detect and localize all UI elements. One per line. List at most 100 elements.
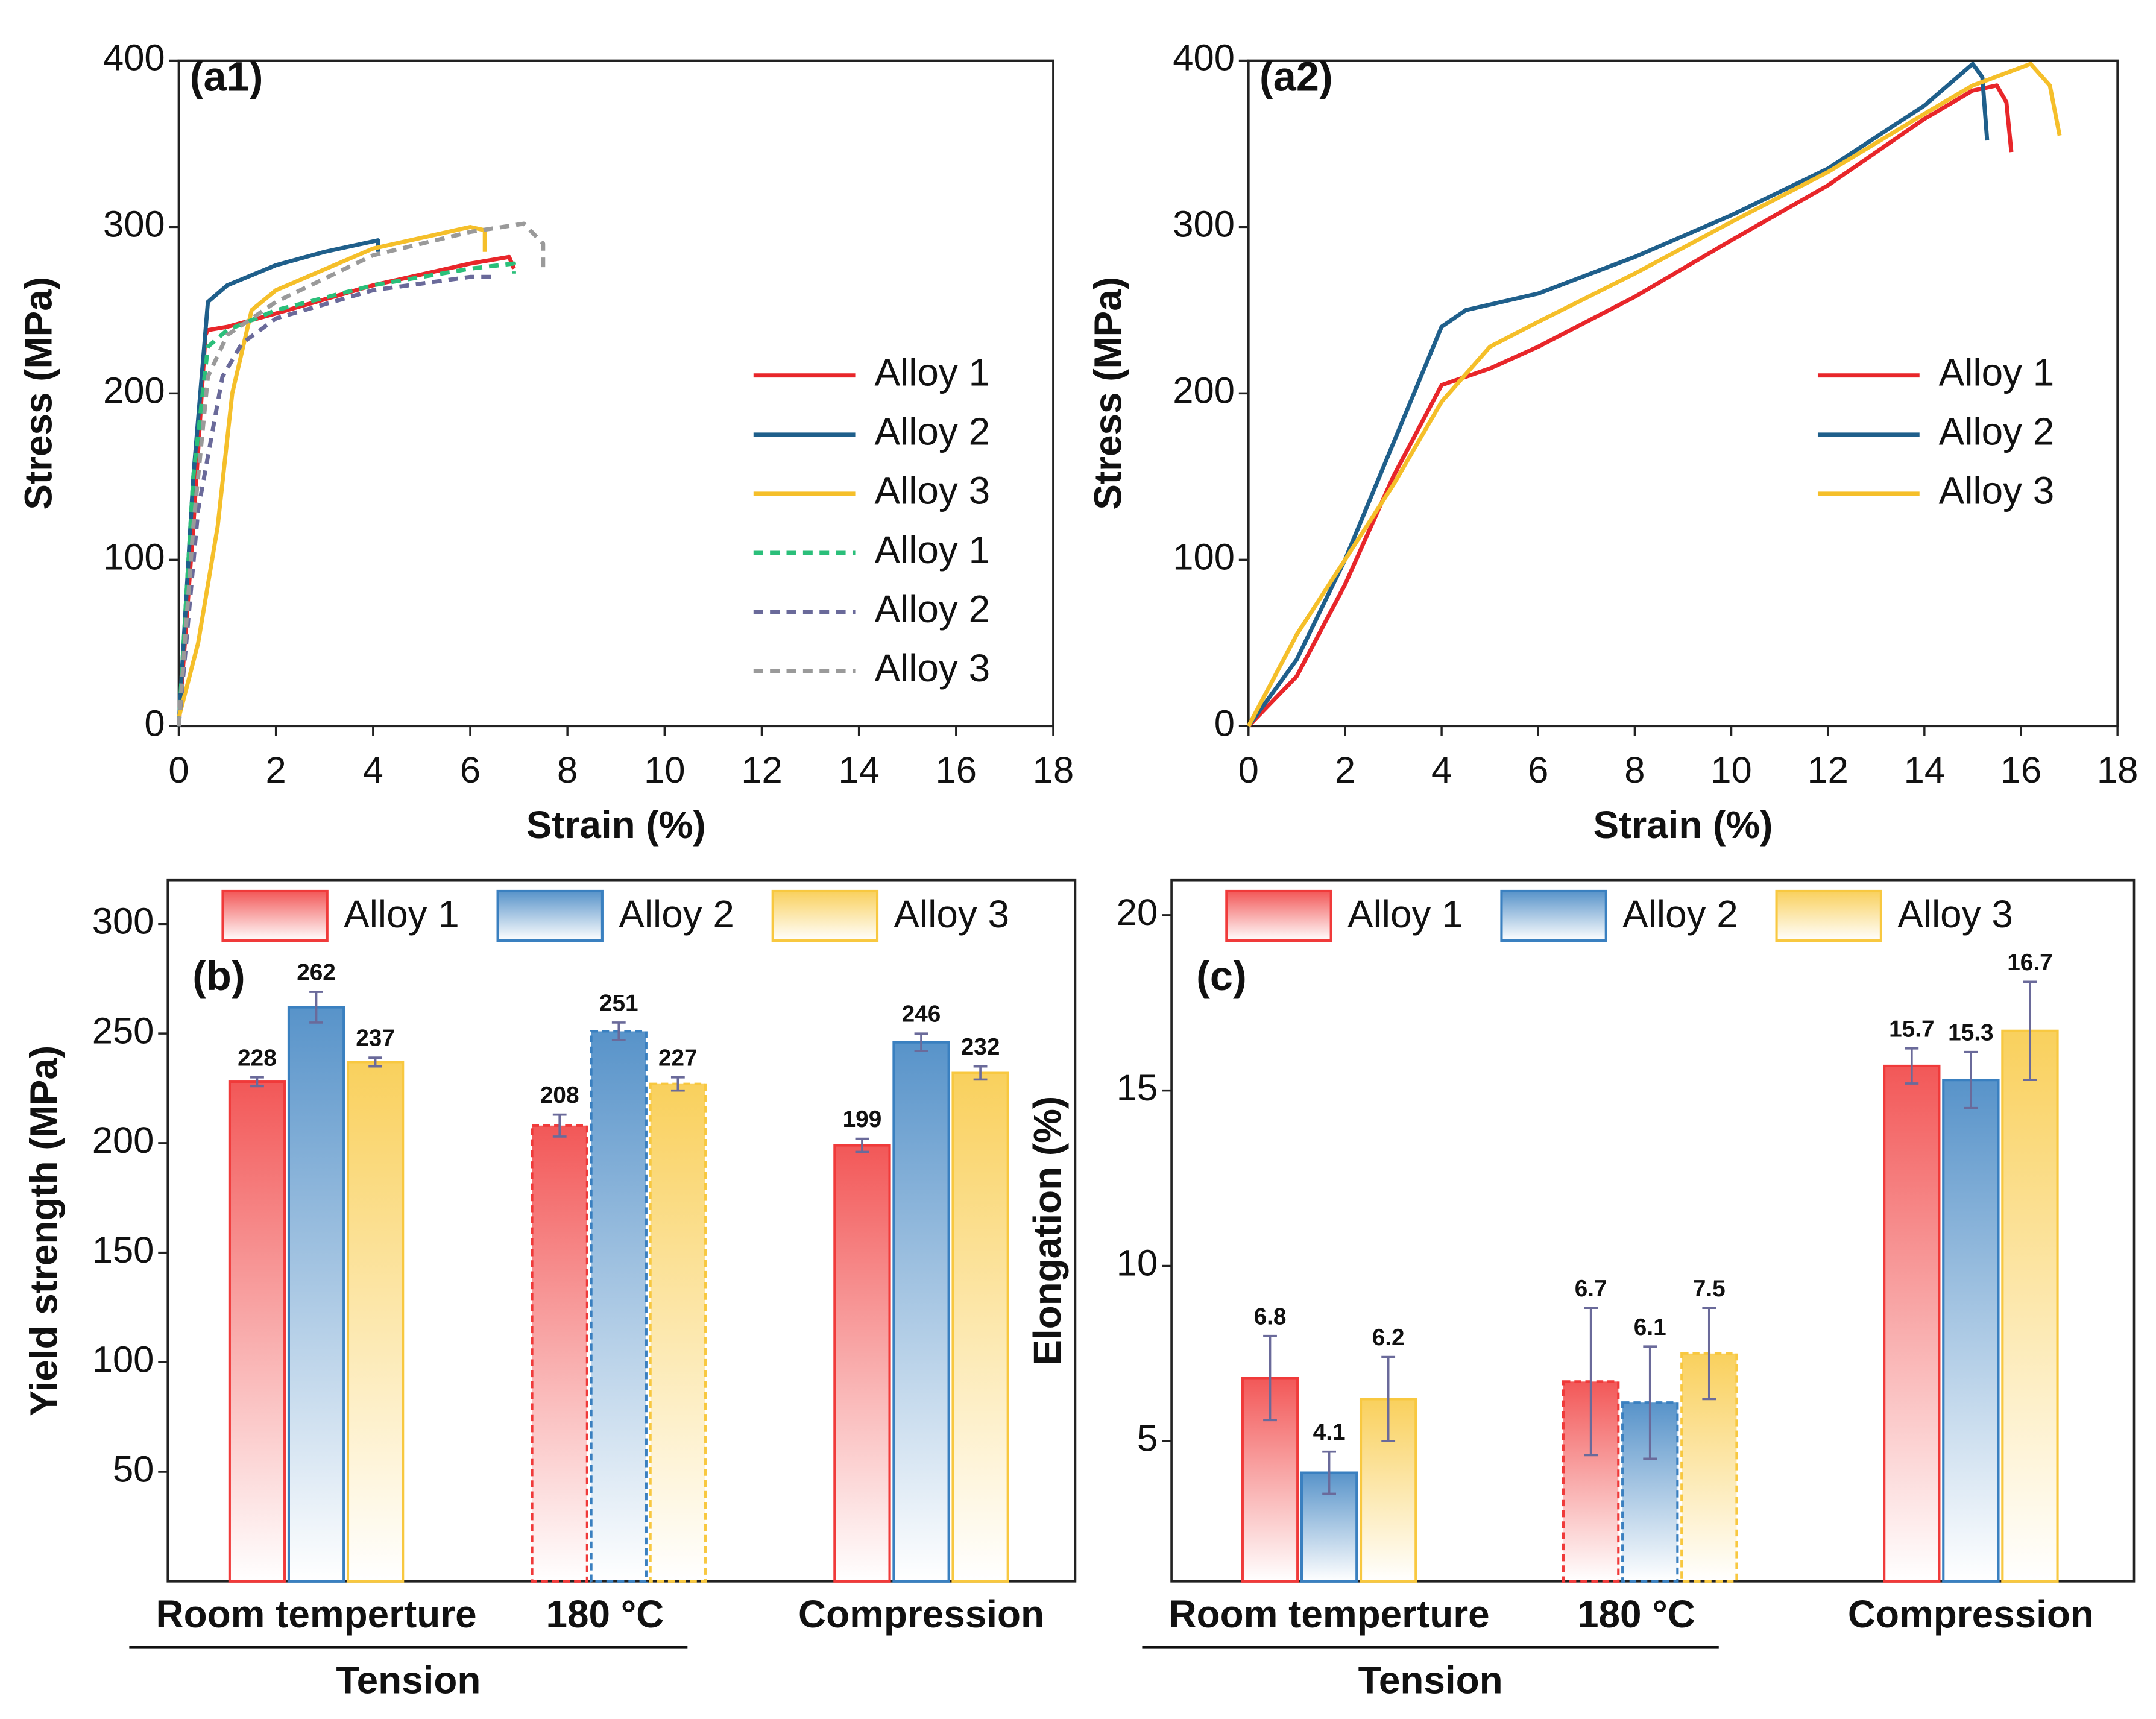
y-tick-label: 0 — [1214, 703, 1235, 745]
error-bar — [914, 1032, 928, 1053]
x-tick-label: 10 — [1710, 749, 1751, 791]
error-bar — [973, 1065, 988, 1081]
bar — [346, 1061, 405, 1583]
x-tick-label: 6 — [460, 749, 481, 791]
line-series — [177, 221, 546, 727]
legend-label: Alloy 1 — [1939, 351, 2055, 394]
y-tick-label: 50 — [113, 1448, 154, 1490]
line-series — [1246, 62, 2062, 727]
error-bar — [250, 1076, 264, 1088]
error-bar — [552, 1113, 567, 1138]
bar — [951, 1071, 1009, 1583]
legend-label: Alloy 3 — [894, 892, 1009, 936]
data-label: 16.7 — [2007, 950, 2052, 976]
error-bar — [368, 1056, 383, 1068]
data-label: 6.2 — [1372, 1325, 1405, 1351]
x-tick-label: 4 — [363, 749, 383, 791]
legend-label: Alloy 2 — [1939, 410, 2055, 453]
bar — [892, 1041, 950, 1583]
legend-label: Alloy 1 — [874, 528, 990, 572]
x-tick-label: 18 — [1033, 749, 1074, 791]
line-series — [177, 238, 380, 727]
bar — [287, 1006, 345, 1583]
legend-swatch — [1775, 889, 1882, 942]
data-label: 251 — [599, 991, 638, 1017]
legend-swatch — [496, 889, 604, 942]
data-label: 15.3 — [1948, 1020, 1993, 1046]
error-bar — [1905, 1047, 1919, 1085]
data-label: 7.5 — [1693, 1276, 1726, 1302]
data-label: 199 — [843, 1106, 882, 1132]
y-tick-label: 400 — [1173, 37, 1235, 79]
y-tick-label: 300 — [103, 204, 165, 245]
y-tick-label: 5 — [1137, 1418, 1158, 1459]
panel-label: (a2) — [1259, 54, 1333, 99]
legend-label: Alloy 2 — [874, 587, 990, 631]
y-tick-label: 200 — [1173, 370, 1235, 412]
y-axis-label: Stress (MPa) — [1086, 277, 1130, 510]
line-series — [177, 274, 495, 727]
data-label: 208 — [540, 1082, 579, 1108]
y-tick-label: 150 — [92, 1229, 154, 1271]
error-bar — [855, 1137, 869, 1153]
x-tick-label: 4 — [1431, 749, 1452, 791]
legend-swatch — [771, 889, 879, 942]
panel-label: (b) — [192, 953, 245, 999]
bar — [1883, 1064, 1941, 1583]
bar — [590, 1030, 648, 1583]
legend-swatch — [1500, 889, 1607, 942]
y-tick-label: 250 — [92, 1010, 154, 1052]
error-bar — [670, 1076, 685, 1092]
legend-swatch — [221, 889, 329, 942]
y-tick-label: 100 — [1173, 537, 1235, 578]
x-tick-label: 180 °C — [546, 1592, 664, 1636]
line-series — [177, 224, 487, 719]
y-axis-label: Stress (MPa) — [16, 277, 60, 510]
x-tick-label: Room temperture — [156, 1592, 476, 1636]
x-axis-label: Strain (%) — [526, 803, 706, 847]
legend-label: Alloy 2 — [1622, 892, 1738, 936]
x-tick-label: Compression — [1848, 1592, 2094, 1636]
y-tick-label: 200 — [92, 1120, 154, 1161]
data-label: 237 — [356, 1026, 395, 1052]
data-label: 6.8 — [1254, 1304, 1287, 1329]
group-label: Tension — [336, 1658, 481, 1702]
data-label: 4.1 — [1313, 1419, 1346, 1445]
line-series — [1247, 83, 2014, 728]
data-label: 232 — [961, 1034, 1000, 1060]
x-tick-label: Compression — [798, 1592, 1044, 1636]
x-tick-label: 10 — [644, 749, 685, 791]
legend-label: Alloy 2 — [619, 892, 734, 936]
legend-label: Alloy 2 — [874, 410, 990, 453]
data-label: 6.7 — [1575, 1276, 1607, 1302]
legend-label: Alloy 3 — [1897, 892, 2013, 936]
group-label: Tension — [1358, 1658, 1503, 1702]
x-tick-label: 6 — [1528, 749, 1548, 791]
bar — [228, 1080, 286, 1583]
x-tick-label: 8 — [557, 749, 578, 791]
line-series — [1247, 62, 1990, 728]
x-tick-label: 180 °C — [1577, 1592, 1695, 1636]
y-tick-label: 400 — [103, 37, 165, 79]
bar — [833, 1144, 891, 1583]
error-bar — [1964, 1050, 1978, 1109]
y-tick-label: 20 — [1117, 892, 1158, 933]
error-bar — [1584, 1307, 1598, 1457]
x-tick-label: 14 — [1904, 749, 1945, 791]
x-tick-label: 16 — [2000, 749, 2041, 791]
legend-swatch — [1225, 889, 1332, 942]
x-tick-label: 0 — [168, 749, 189, 791]
data-label: 15.7 — [1889, 1016, 1934, 1042]
y-tick-label: 300 — [1173, 204, 1235, 245]
legend-label: Alloy 3 — [874, 469, 990, 513]
y-tick-label: 10 — [1117, 1243, 1158, 1284]
data-label: 262 — [297, 960, 336, 986]
x-tick-label: 16 — [936, 749, 977, 791]
x-tick-label: 2 — [266, 749, 286, 791]
data-label: 246 — [902, 1001, 941, 1027]
error-bar — [309, 991, 323, 1024]
y-axis-label: Yield strength (MPa) — [22, 1046, 65, 1416]
error-bar — [611, 1021, 626, 1041]
bar — [649, 1082, 707, 1583]
